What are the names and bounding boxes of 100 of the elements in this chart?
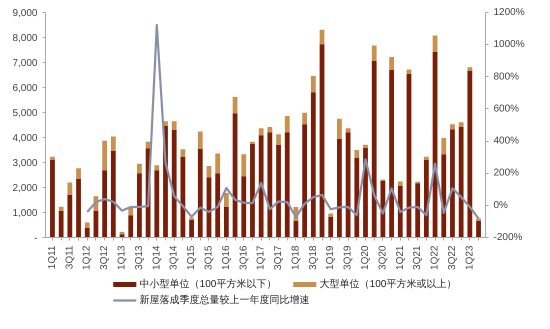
bar <box>432 52 438 238</box>
line-series <box>86 24 480 220</box>
x-tick-label: 1Q17 <box>256 245 267 270</box>
bar <box>294 220 298 238</box>
y-tick-label: 9,000 <box>12 8 38 19</box>
bar <box>276 144 281 238</box>
bar <box>450 124 455 130</box>
bar <box>137 173 142 238</box>
bar <box>128 215 134 238</box>
y-tick-label: 6,000 <box>12 83 38 94</box>
bar <box>458 127 464 238</box>
bar <box>328 216 334 238</box>
bar <box>102 170 108 238</box>
bar <box>284 132 290 238</box>
bar <box>50 156 55 160</box>
bar <box>406 74 412 238</box>
bar <box>137 164 142 174</box>
bar <box>154 170 160 238</box>
bar <box>76 178 81 238</box>
y2-tick-label: 400% <box>494 136 520 147</box>
bar <box>110 151 116 238</box>
bar <box>424 156 429 160</box>
bar <box>372 61 377 238</box>
bar <box>310 76 316 92</box>
legend-label: 新屋落成季度总量较上一年度同比增速 <box>140 294 310 306</box>
bar <box>206 166 212 178</box>
bar <box>337 118 342 139</box>
x-tick-label: 1Q19 <box>325 245 336 270</box>
y2-tick-label: 1200% <box>494 7 525 18</box>
bar <box>276 134 281 145</box>
x-tick-label: 1Q12 <box>82 245 93 270</box>
bar <box>441 138 446 154</box>
x-tick-label: 3Q20 <box>377 245 388 270</box>
y-tick-label: 7,000 <box>12 58 38 69</box>
bar <box>50 160 55 238</box>
y2-tick-label: 200% <box>494 168 520 179</box>
x-tick-label: 1Q20 <box>360 245 371 270</box>
bar <box>198 149 203 238</box>
x-tick-label: 3Q17 <box>273 245 284 270</box>
x-tick-label: 1Q22 <box>430 245 441 270</box>
y-tick-label: 4,000 <box>12 133 38 144</box>
bar <box>110 136 116 151</box>
bar <box>302 112 308 124</box>
x-tick-label: 1Q13 <box>116 245 128 270</box>
x-tick-label: 3Q19 <box>342 245 354 270</box>
bar <box>302 124 308 238</box>
x-tick-label: 3Q12 <box>99 245 110 270</box>
bar <box>224 207 229 238</box>
x-tick-label: 3Q15 <box>203 245 214 270</box>
x-tick-label: 3Q14 <box>168 245 180 270</box>
y2-tick-label: 600% <box>494 103 520 114</box>
bar <box>346 128 350 132</box>
bar <box>232 114 238 238</box>
bar <box>67 182 72 195</box>
bar <box>67 194 72 238</box>
bar <box>320 44 324 238</box>
bar <box>180 157 186 238</box>
bar <box>267 127 272 132</box>
y-tick-label: 5,000 <box>12 108 38 119</box>
y2-tick-label: 0% <box>494 200 508 211</box>
bar <box>76 168 81 179</box>
bar <box>232 97 238 114</box>
y-tick-label: 3,000 <box>12 158 38 169</box>
bar <box>363 144 368 148</box>
bar <box>206 178 212 238</box>
x-tick-label: 1Q23 <box>464 245 476 270</box>
bar <box>241 176 246 238</box>
bar <box>372 46 377 61</box>
x-tick-label: 1Q15 <box>186 245 198 270</box>
bar <box>224 193 229 207</box>
bar <box>180 149 186 157</box>
bar <box>189 220 194 238</box>
bar <box>258 128 264 136</box>
y2-tick-label: -200% <box>494 232 523 243</box>
bar <box>241 154 246 176</box>
bar <box>284 116 290 132</box>
bar <box>146 142 150 148</box>
bar <box>450 129 455 238</box>
x-tick-label: 3Q13 <box>134 245 145 270</box>
bar <box>389 57 394 70</box>
y-tick-label: 8,000 <box>12 33 38 44</box>
bar <box>320 30 324 44</box>
bar <box>406 70 412 74</box>
bar <box>154 165 160 170</box>
bar <box>84 222 90 228</box>
bar <box>476 221 481 238</box>
legend-label: 中小型单位（100平方米以下） <box>140 278 276 290</box>
x-tick-label: 3Q11 <box>64 245 76 270</box>
y2-tick-label: 800% <box>494 71 520 82</box>
x-tick-label: 3Q16 <box>238 245 250 270</box>
bar <box>337 139 342 238</box>
bar <box>198 132 203 149</box>
bar <box>346 132 350 238</box>
bar <box>467 67 472 71</box>
bar <box>94 211 98 238</box>
bar <box>398 182 403 186</box>
bar <box>354 150 360 158</box>
y-tick-label: 1,000 <box>12 208 38 219</box>
x-tick-label: 3Q21 <box>412 245 424 270</box>
x-tick-label: 3Q22 <box>446 245 458 270</box>
